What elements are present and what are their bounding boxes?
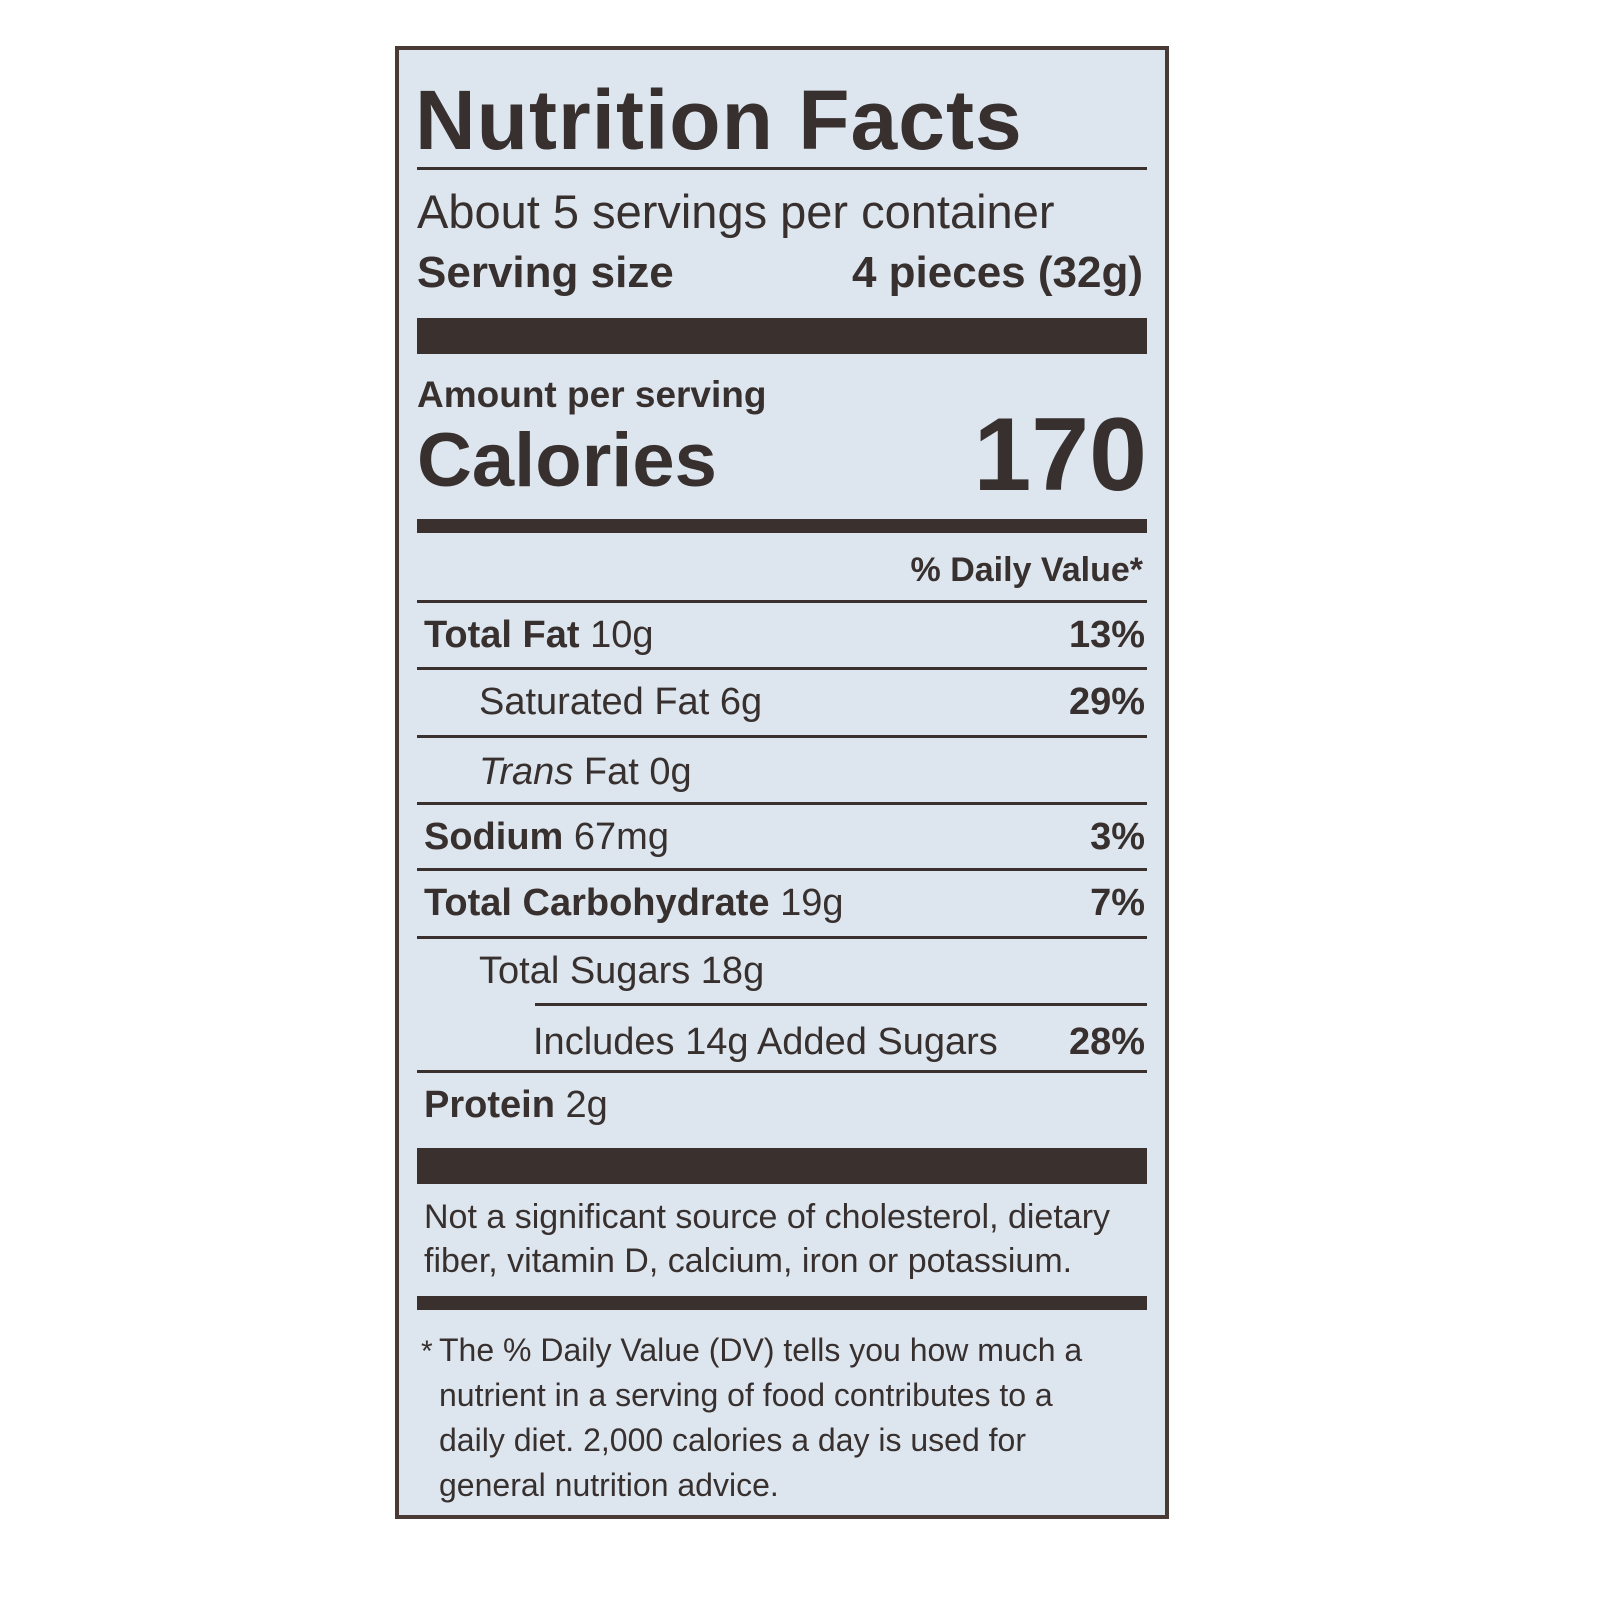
divider <box>417 868 1147 871</box>
nutrient-row-protein: Protein 2g <box>424 1080 1145 1130</box>
footnote-star: * <box>421 1335 433 1368</box>
nutrient-name: Total Carbohydrate <box>424 882 770 924</box>
nutrient-name: Saturated Fat <box>479 681 710 723</box>
divider <box>417 600 1147 603</box>
thick-bar <box>417 318 1147 354</box>
divider <box>417 1070 1147 1073</box>
footnote-line-3: daily diet. 2,000 calories a day is used… <box>439 1422 1026 1458</box>
thick-bar <box>417 1148 1147 1184</box>
nutrient-amount: 0g <box>649 751 692 793</box>
divider <box>417 936 1147 939</box>
nutrient-name: Trans <box>479 751 574 793</box>
nutrient-amount: 6g <box>719 681 763 723</box>
nutrient-name: Protein <box>424 1084 555 1126</box>
not-significant-line-1: Not a significant source of cholesterol,… <box>424 1198 1111 1236</box>
nutrient-name: Total Sugars <box>479 950 691 992</box>
nutrient-row-total-fat: Total Fat 10g 13% <box>424 610 1145 660</box>
daily-value-header: % Daily Value* <box>910 551 1143 589</box>
nutrient-name: Total Fat <box>424 614 580 656</box>
nutrient-row-added-sugars: Includes 14g Added Sugars 28% <box>533 1017 1145 1067</box>
nutrient-row-total-carbohydrate: Total Carbohydrate 19g 7% <box>424 878 1145 928</box>
footnote-line-4: general nutrition advice. <box>439 1467 779 1503</box>
calories-label: Calories <box>417 418 717 503</box>
divider <box>417 802 1147 805</box>
footnote-line-1: The % Daily Value (DV) tells you how muc… <box>439 1332 1083 1368</box>
nutrient-row-total-sugars: Total Sugars 18g <box>479 946 1145 996</box>
nutrient-name: Includes 14g Added Sugars <box>533 1021 998 1063</box>
calories-value: 170 <box>973 397 1147 513</box>
medium-bar <box>417 1296 1147 1310</box>
servings-per-container: About 5 servings per container <box>417 185 1055 238</box>
nutrient-dv: 28% <box>1068 1021 1145 1063</box>
not-significant-line-2: fiber, vitamin D, calcium, iron or potas… <box>424 1242 1073 1280</box>
title: Nutrition Facts <box>415 73 1023 167</box>
nutrient-name: Sodium <box>424 816 564 858</box>
nutrient-amount: 2g <box>565 1084 608 1126</box>
nutrient-row-saturated-fat: Saturated Fat 6g 29% <box>479 677 1145 727</box>
nutrient-dv: 29% <box>1068 681 1145 723</box>
serving-size-value: 4 pieces (32g) <box>851 248 1143 297</box>
nutrient-amount: 10g <box>590 614 654 656</box>
nutrient-dv: 3% <box>1090 816 1145 858</box>
nutrient-row-trans-fat: Trans Fat 0g <box>479 747 1145 797</box>
medium-bar <box>417 519 1147 533</box>
divider <box>417 667 1147 670</box>
amount-per-serving: Amount per serving <box>417 374 767 415</box>
divider <box>417 167 1147 170</box>
nutrient-amount: 19g <box>780 882 844 924</box>
nutrition-facts-label: Nutrition Facts About 5 servings per con… <box>395 46 1169 1519</box>
nutrient-dv: 7% <box>1090 882 1145 924</box>
nutrient-row-sodium: Sodium 67mg 3% <box>424 812 1145 862</box>
nutrient-name-suffix: Fat <box>583 751 639 793</box>
nutrient-amount: 18g <box>700 950 765 992</box>
nutrient-dv: 13% <box>1068 614 1145 656</box>
nutrient-amount: 67mg <box>573 816 669 858</box>
serving-size-label: Serving size <box>417 248 674 297</box>
divider <box>417 735 1147 738</box>
footnote-line-2: nutrient in a serving of food contribute… <box>439 1377 1053 1413</box>
divider <box>535 1003 1147 1006</box>
